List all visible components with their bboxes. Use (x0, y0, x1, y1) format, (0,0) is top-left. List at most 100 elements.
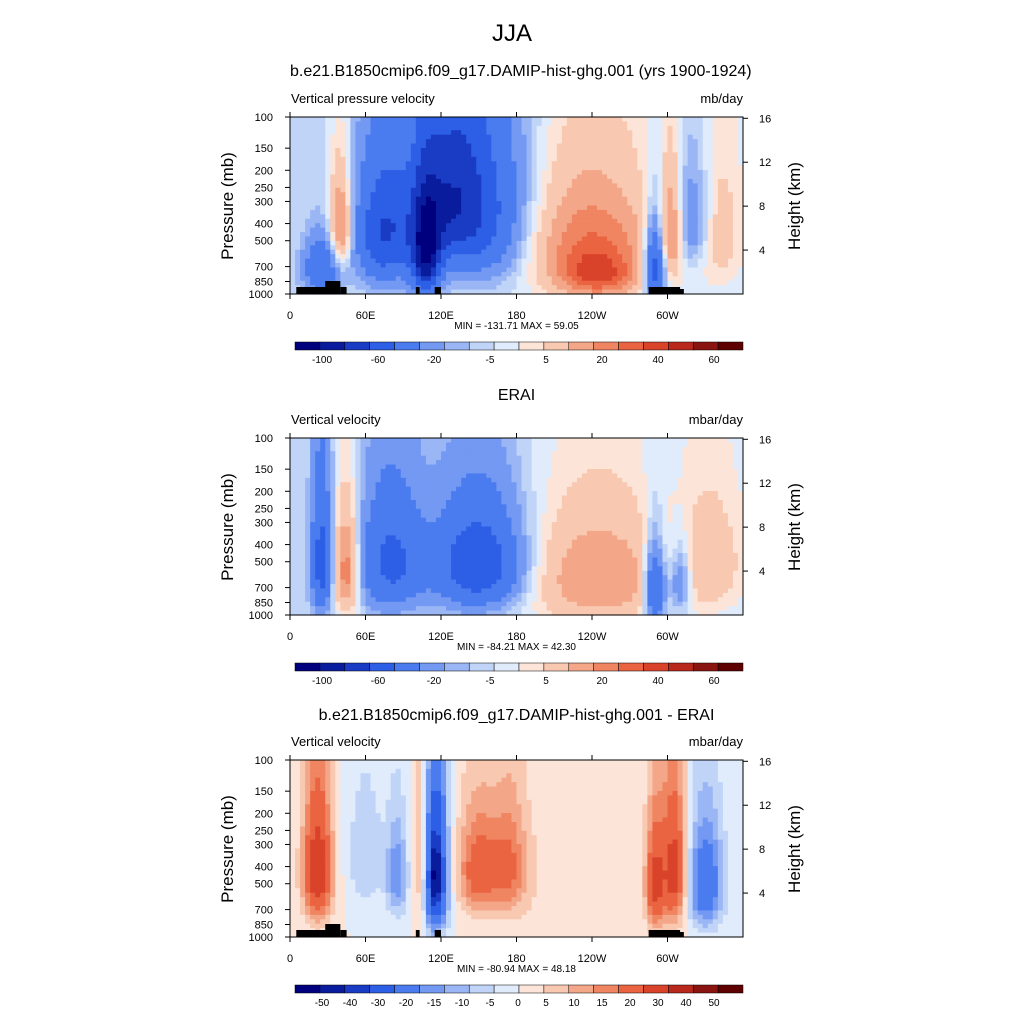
field-cell (687, 139, 694, 145)
field-cell (682, 156, 689, 162)
field-cell (456, 482, 462, 488)
field-cell (546, 134, 553, 140)
field-cell (511, 134, 518, 140)
field-cell (692, 455, 699, 461)
field-cell (491, 117, 497, 123)
panel-2-title: ERAI (497, 387, 536, 404)
field-cell (451, 183, 457, 189)
field-cell (491, 438, 497, 444)
field-cell (461, 491, 467, 497)
field-cell (722, 289, 729, 295)
field-cell (350, 473, 357, 479)
field-cell (410, 240, 417, 246)
field-cell (456, 227, 462, 233)
field-cell (561, 477, 568, 483)
field-cell (360, 438, 367, 444)
field-cell (707, 214, 714, 220)
field-cell (330, 495, 336, 501)
field-cell (607, 473, 613, 479)
field-cell (410, 289, 417, 295)
field-cell (682, 134, 689, 140)
field-cell (501, 209, 508, 215)
field-cell (345, 263, 351, 269)
field-cell (717, 460, 724, 466)
field-cell (481, 187, 487, 193)
field-cell (717, 486, 724, 492)
field-cell (461, 147, 467, 153)
field-cell (541, 178, 548, 184)
field-cell (295, 187, 301, 193)
field-cell (667, 174, 674, 180)
field-cell (531, 495, 538, 501)
field-cell (305, 170, 311, 176)
field-cell (556, 232, 563, 238)
field-cell (551, 276, 558, 282)
field-cell (627, 289, 633, 295)
field-cell (622, 187, 628, 193)
field-cell (441, 455, 447, 461)
field-cell (571, 223, 578, 229)
field-cell (486, 232, 492, 238)
field-cell (521, 254, 528, 260)
field-cell (571, 139, 578, 145)
field-cell (576, 276, 583, 282)
field-cell (586, 152, 593, 158)
field-cell (682, 174, 689, 180)
field-cell (722, 209, 729, 215)
field-cell (471, 165, 477, 171)
field-cell (571, 156, 578, 162)
field-cell (602, 240, 608, 246)
field-cell (652, 442, 659, 448)
field-cell (586, 464, 593, 470)
field-cell (476, 245, 482, 251)
field-cell (290, 218, 296, 224)
field-cell (385, 232, 392, 238)
field-cell (350, 205, 357, 211)
field-cell (551, 170, 558, 176)
field-cell (405, 121, 412, 127)
field-cell (425, 192, 432, 198)
field-cell (607, 442, 613, 448)
field-cell (405, 289, 412, 295)
field-cell (602, 174, 608, 180)
field-cell (511, 271, 518, 277)
field-cell (511, 125, 518, 131)
field-cell (410, 254, 417, 260)
field-cell (385, 117, 392, 123)
field-cell (290, 121, 296, 127)
field-cell (355, 276, 362, 282)
field-cell (652, 117, 659, 123)
field-cell (617, 442, 623, 448)
field-cell (400, 178, 407, 184)
field-cell (395, 214, 402, 220)
field-cell (586, 170, 593, 176)
field-cell (320, 143, 326, 149)
field-cell (531, 227, 538, 233)
field-cell (561, 134, 568, 140)
field-cell (425, 196, 432, 202)
field-cell (702, 165, 709, 171)
field-cell (692, 134, 699, 140)
field-cell (541, 289, 548, 295)
field-cell (586, 491, 593, 497)
field-cell (365, 232, 372, 238)
field-cell (310, 254, 316, 260)
y2-tick-label: 12 (759, 157, 771, 169)
field-cell (456, 473, 462, 479)
field-cell (516, 192, 523, 198)
field-cell (300, 473, 306, 479)
field-cell (320, 267, 326, 273)
field-cell (335, 258, 341, 264)
field-cell (340, 201, 346, 207)
field-cell (310, 232, 316, 238)
field-cell (607, 170, 613, 176)
field-cell (516, 460, 523, 466)
field-cell (556, 161, 563, 167)
field-cell (335, 121, 341, 127)
field-cell (597, 464, 603, 470)
field-cell (290, 455, 296, 461)
field-cell (662, 130, 669, 136)
field-cell (602, 125, 608, 131)
field-cell (315, 473, 321, 479)
field-cell (561, 473, 568, 479)
